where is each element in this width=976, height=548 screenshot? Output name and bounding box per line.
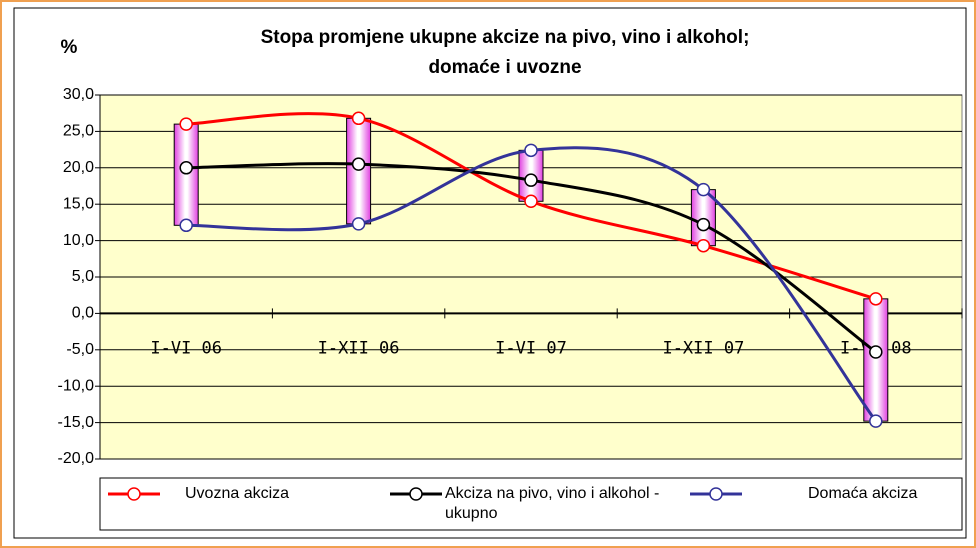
y-tick-label: 30,0 [63,86,94,103]
y-tick-label: -10,0 [58,377,95,394]
legend-swatch-marker [409,487,423,501]
series-marker [869,414,883,428]
x-tick-label: I-VI 06 [150,338,222,358]
y-tick-label: 10,0 [63,232,94,249]
series-marker [179,218,193,233]
legend-swatch-marker [709,487,723,501]
series-marker [351,217,366,231]
y-tick-label: 15,0 [63,195,94,212]
y-tick-label: -20,0 [58,450,95,467]
series-marker [524,143,538,158]
legend-swatch-marker [127,487,141,501]
x-tick-label: I-XII 07 [662,338,744,358]
series-marker [351,111,366,126]
series-marker [179,161,193,175]
y-tick-label: 20,0 [63,159,94,176]
series-marker [179,117,193,131]
series-marker [869,345,883,359]
legend-label: Domaća akciza [808,485,918,502]
up-down-bar [346,117,372,225]
y-tick-label: 0,0 [72,305,94,322]
chart-title: Stopa promjene ukupne akcize na pivo, vi… [261,27,750,48]
series-marker [524,173,538,187]
y-axis-label: % [61,37,78,58]
series-marker [351,157,366,171]
up-down-bar [173,123,199,226]
y-tick-label: -15,0 [58,414,95,431]
series-marker [696,238,711,253]
x-tick-label: I-VI 07 [495,338,567,358]
series-marker [869,292,883,306]
legend-label: Uvozna akciza [185,485,290,502]
series-marker [524,194,538,209]
up-down-bar [863,298,889,422]
series-marker [696,217,711,232]
x-tick-label: I-XII 06 [318,338,400,358]
y-tick-label: 25,0 [63,123,94,140]
chart-title: domaće i uvozne [428,57,581,78]
legend [99,477,963,531]
y-tick-label: -5,0 [66,341,94,358]
y-tick-label: 5,0 [72,268,94,285]
series-marker [696,182,711,197]
legend-label: Akciza na pivo, vino i alkohol - ukupno [445,485,660,522]
